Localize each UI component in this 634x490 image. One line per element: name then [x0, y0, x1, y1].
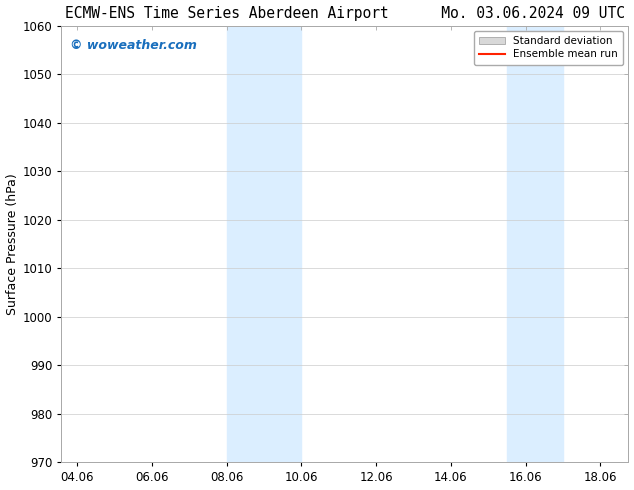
Text: © woweather.com: © woweather.com — [70, 39, 197, 52]
Y-axis label: Surface Pressure (hPa): Surface Pressure (hPa) — [6, 173, 18, 315]
Bar — [507, 26, 563, 463]
Legend: Standard deviation, Ensemble mean run: Standard deviation, Ensemble mean run — [474, 31, 623, 65]
Title: ECMW-ENS Time Series Aberdeen Airport      Mo. 03.06.2024 09 UTC: ECMW-ENS Time Series Aberdeen Airport Mo… — [65, 5, 625, 21]
Bar — [227, 26, 301, 463]
